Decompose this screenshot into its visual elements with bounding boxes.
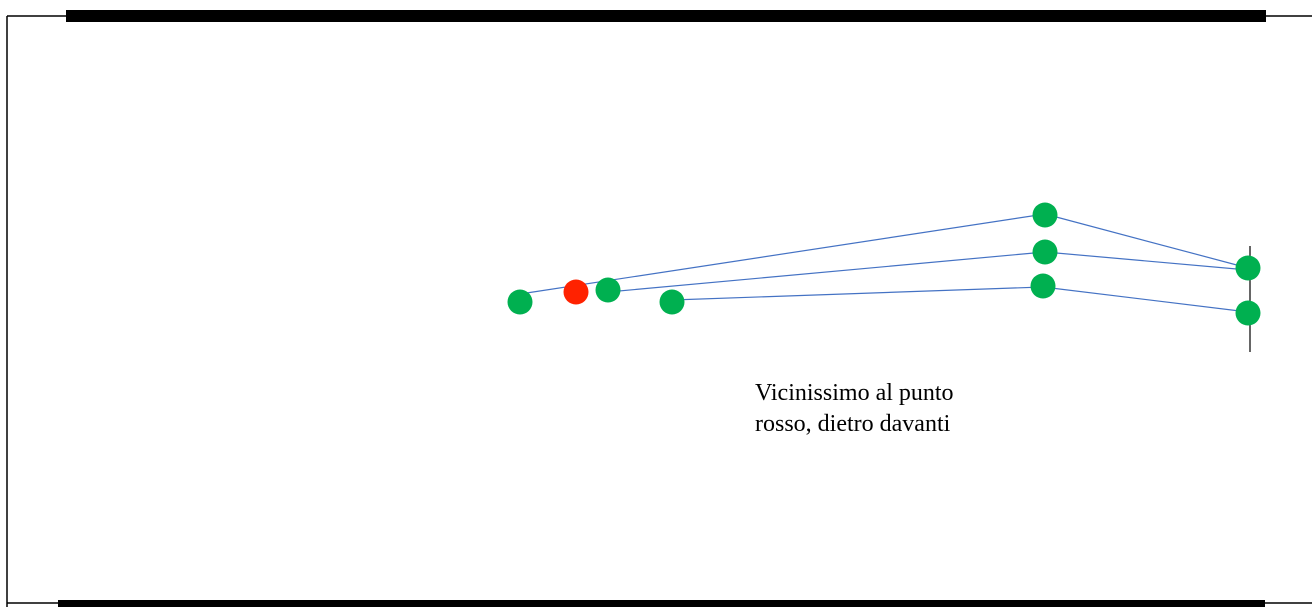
- connector-lines: [519, 213, 1249, 313]
- green-point: [1235, 255, 1261, 281]
- caption-line-2: rosso, dietro davanti: [755, 411, 951, 437]
- green-point: [659, 289, 685, 315]
- green-point: [595, 277, 621, 303]
- green-point: [1030, 273, 1056, 299]
- connector-middle-b: [1044, 251, 1249, 271]
- frame: [6, 10, 1312, 607]
- connector-bottom-a: [671, 286, 1044, 301]
- bottom-thick-bar: [58, 600, 1265, 607]
- green-point: [1235, 300, 1261, 326]
- connector-top-b: [1044, 213, 1249, 269]
- green-point: [1032, 239, 1058, 265]
- green-point: [1032, 202, 1058, 228]
- caption-line-1: Vicinissimo al punto: [755, 380, 954, 406]
- connector-bottom-b: [1042, 286, 1249, 313]
- connector-middle-a: [607, 251, 1046, 293]
- top-thick-bar: [66, 10, 1266, 22]
- green-point: [507, 289, 533, 315]
- red-point: [563, 279, 589, 305]
- points: [507, 202, 1261, 326]
- caption: Vicinissimo al punto rosso, dietro davan…: [755, 378, 1075, 440]
